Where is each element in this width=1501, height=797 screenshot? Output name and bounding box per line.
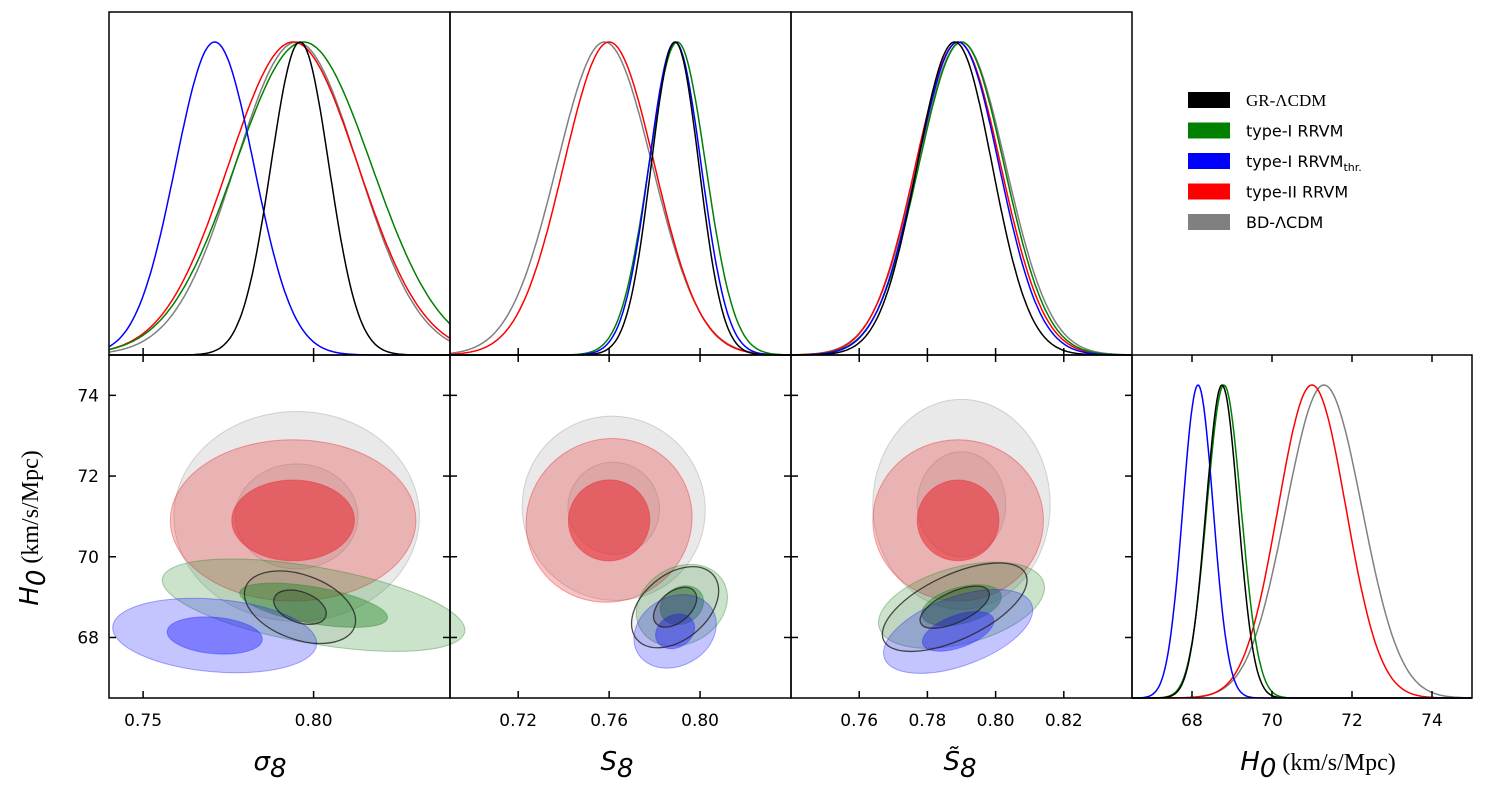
x-tick-label-H0: 70: [1261, 711, 1283, 731]
x-tick-label-S8: 0.80: [681, 711, 719, 731]
legend-label-3: type-II RRVM: [1246, 183, 1348, 202]
contour-S8-1-1sigma: [659, 585, 705, 626]
legend-swatch-4: [1188, 214, 1230, 230]
x-axis-title-S8tilde: S̃8: [943, 745, 976, 784]
x-tick-label-H0: 68: [1181, 711, 1203, 731]
x-tick-label-S8: 0.76: [590, 711, 628, 731]
y-tick-label: 70: [77, 548, 99, 568]
x-tick-label-S8tilde: 0.76: [840, 711, 878, 731]
contour-S8tilde-2-1sigma: [921, 611, 995, 652]
legend-swatch-1: [1188, 122, 1230, 139]
y-tick-label: 72: [77, 467, 99, 487]
marginal-curve-S8tilde-2: [791, 41, 1132, 356]
contour-sigma8-2-1sigma: [166, 616, 263, 655]
marginal-curve-S8-4: [449, 41, 791, 356]
legend-label-2: type-I RRVMthr.: [1246, 152, 1362, 174]
x-tick-label-sigma8: 0.80: [295, 711, 333, 731]
marginal-curve-sigma8-0: [109, 41, 450, 356]
contour-S8tilde-1-2sigma: [878, 561, 1045, 649]
legend-swatch-2: [1188, 153, 1230, 169]
marginal-curve-S8-2: [450, 41, 791, 356]
contour-S8tilde-2-2sigma: [882, 588, 1034, 674]
marginal-curve-S8tilde-1: [791, 41, 1132, 356]
contour-sigma8-0-1sigma: [273, 589, 327, 625]
marginal-curve-sigma8-2: [108, 41, 450, 356]
legend-label-0: GR-ΛCDM: [1246, 91, 1326, 110]
marginal-curve-S8-0: [450, 41, 791, 356]
frame-top-2: [790, 11, 1133, 356]
legend: GR-ΛCDM type-I RRVM type-I RRVMthr. type-II…: [1188, 91, 1362, 232]
contour-S8-3-1sigma: [567, 479, 651, 562]
legend-swatch-3: [1188, 183, 1230, 200]
contour-S8tilde-0-2sigma: [881, 562, 1028, 653]
x-axis-titles: σ8 S8 S̃8 H0 (km/s/Mpc): [253, 745, 1395, 784]
marginal-curve-sigma8-4: [108, 41, 451, 353]
y-tick-label: 74: [77, 386, 99, 406]
x-tick-label-S8tilde: 0.80: [977, 711, 1015, 731]
marginal-panel-S8tilde: [790, 41, 1132, 356]
marginal-curve-S8tilde-0: [791, 41, 1132, 356]
contour-panel-sigma8: [112, 411, 466, 674]
contour-sigma8-3-1sigma: [231, 479, 356, 562]
x-tick-label-sigma8: 0.75: [124, 711, 162, 731]
legend-label-1: type-I RRVM: [1246, 122, 1343, 141]
x-axis-title-H0: H0 (km/s/Mpc): [1240, 747, 1395, 784]
marginal-curve-sigma8-1: [108, 41, 451, 351]
contour-S8-2-2sigma: [633, 594, 717, 669]
x-tick-label-S8tilde: 0.78: [908, 711, 946, 731]
frame-top-0: [108, 11, 451, 356]
marginal-panel-sigma8: [108, 41, 451, 356]
marginal-curve-H0-4: [1132, 384, 1472, 699]
y-axis-title: H0(km/s/Mpc): [15, 450, 52, 605]
x-tick-label-S8tilde: 0.82: [1045, 711, 1083, 731]
marginal-panel-H0: [1132, 384, 1472, 699]
x-tick-label-S8: 0.72: [499, 711, 537, 731]
marginal-curve-S8-1: [450, 41, 791, 356]
contour-S8tilde-0-1sigma: [919, 585, 990, 629]
frame-top-1: [449, 11, 792, 356]
contour-sigma8-0-2sigma: [243, 570, 357, 645]
x-tick-label-H0: 72: [1341, 711, 1363, 731]
contour-panel-S8: [521, 415, 728, 669]
contour-S8tilde-1-1sigma: [921, 584, 1002, 627]
contour-S8-0-1sigma: [652, 586, 698, 628]
marginal-curve-sigma8-3: [108, 41, 451, 351]
x-axis-title-S8: S8: [600, 747, 633, 784]
contour-panel-S8tilde: [872, 398, 1051, 674]
y-axis-ticks: 68 70 72 74: [77, 386, 1132, 648]
x-tick-label-H0: 74: [1421, 711, 1443, 731]
contour-S8tilde-3-1sigma: [916, 479, 1000, 562]
legend-swatch-0: [1188, 92, 1230, 108]
legend-label-4: BD-ΛCDM: [1246, 213, 1323, 232]
marginal-curve-S8tilde-3: [790, 41, 1132, 356]
frame-bottom-3: [1131, 354, 1473, 699]
panel-frames: [108, 11, 1473, 699]
x-axis-ticks: 0.75 0.80 0.72 0.76 0.80 0.76 0.78 0.80 0.82 68 70…: [124, 348, 1443, 731]
x-axis-title-sigma8: σ8: [253, 747, 286, 784]
marginal-curve-S8tilde-4: [791, 41, 1132, 356]
contour-S8-0-2sigma: [630, 565, 720, 649]
contour-sigma8-2-2sigma: [112, 597, 318, 674]
marginal-curve-S8-3: [449, 41, 791, 356]
marginal-panel-S8: [449, 41, 791, 356]
y-tick-label: 68: [77, 628, 99, 648]
